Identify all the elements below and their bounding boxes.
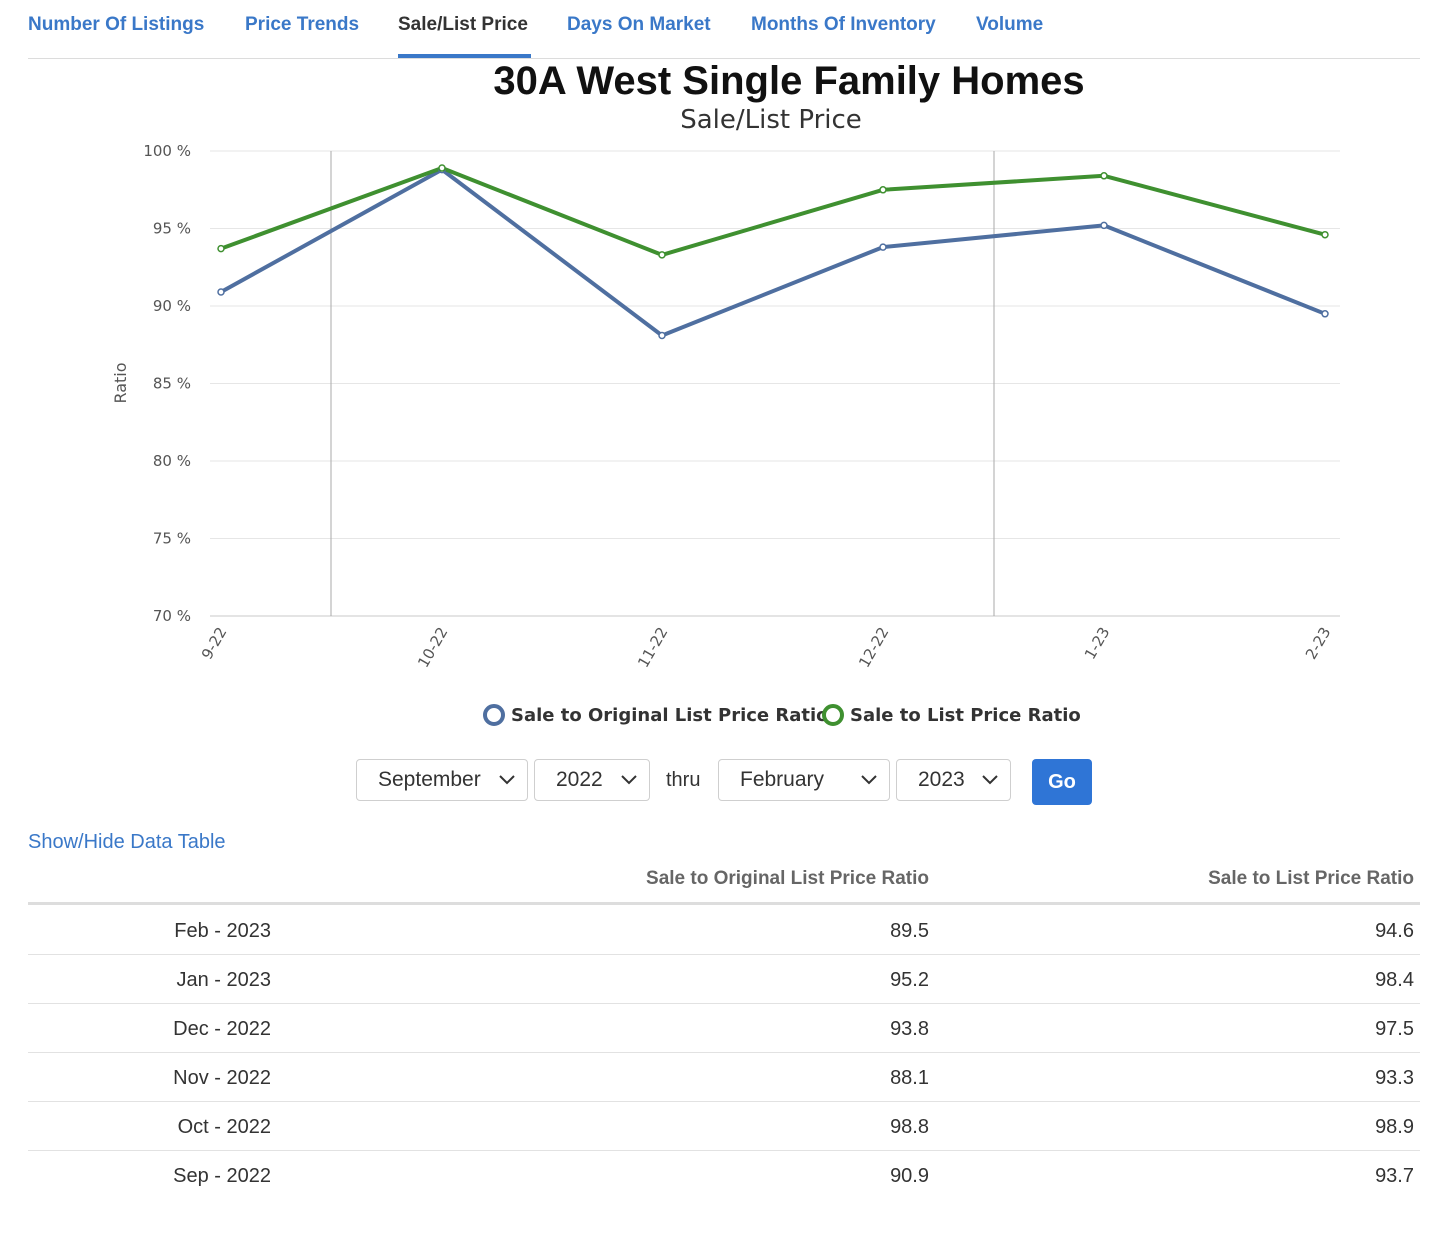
table-row: Nov - 2022 88.1 93.3 [28,1052,1420,1102]
series-line [220,167,1326,338]
data-point[interactable] [879,243,887,251]
sale-list-price-chart: 30A West Single Family Homes Sale/List P… [111,59,1340,726]
x-tick-label: 2-23 [1302,624,1335,662]
list-ratio-cell: 98.4 [1375,969,1414,991]
data-point[interactable] [879,186,887,194]
original-ratio-cell: 95.2 [890,969,929,991]
chevron-down-icon [982,775,998,785]
x-tick-label: 11-22 [634,624,671,671]
period-cell: Nov - 2022 [173,1067,271,1089]
legend-marker [483,704,505,726]
chevron-down-icon [621,775,637,785]
data-point[interactable] [1100,221,1108,230]
from-month-select[interactable]: September [356,759,528,801]
data-point[interactable] [1100,172,1108,180]
x-tick-label: 10-22 [414,624,451,671]
chevron-down-icon [499,775,515,785]
list-ratio-cell: 98.9 [1375,1116,1414,1138]
table-row: Feb - 2023 89.5 94.6 [28,905,1420,955]
period-cell: Sep - 2022 [173,1165,271,1187]
thru-label: thru [666,769,701,791]
tab-days-on-market[interactable]: Days On Market [567,14,711,35]
x-tick-label: 1-23 [1081,624,1114,662]
y-tick-label: 95 % [153,220,191,238]
tab-sale-list-price[interactable]: Sale/List Price [398,14,528,35]
legend-marker [822,704,844,726]
data-point[interactable] [658,331,666,340]
column-header-original-ratio: Sale to Original List Price Ratio [646,868,929,889]
list-ratio-cell: 97.5 [1375,1018,1414,1040]
list-ratio-cell: 94.6 [1375,920,1414,942]
y-tick-label: 85 % [153,375,191,393]
y-tick-label: 90 % [153,297,191,315]
period-cell: Jan - 2023 [176,969,271,991]
table-row: Jan - 2023 95.2 98.4 [28,954,1420,1004]
data-point[interactable] [217,288,225,296]
chart-title: 30A West Single Family Homes [493,59,1084,103]
y-tick-label: 100 % [143,142,191,160]
original-ratio-cell: 88.1 [890,1067,929,1089]
tab-price-trends[interactable]: Price Trends [245,14,360,35]
legend-item[interactable]: Sale to List Price Ratio [850,705,1081,726]
data-point[interactable] [217,244,225,253]
from-year-select[interactable]: 2022 [534,759,650,801]
y-tick-label: 75 % [153,530,191,548]
data-point[interactable] [438,164,446,172]
series-line [220,166,1326,257]
y-tick-label: 80 % [153,452,191,470]
original-ratio-cell: 93.8 [890,1018,929,1040]
original-ratio-cell: 90.9 [890,1165,929,1187]
to-month-value: February [740,768,825,791]
tab-volume[interactable]: Volume [976,14,1044,35]
legend-item[interactable]: Sale to Original List Price Ratio [511,705,829,726]
x-tick-label: 9-22 [198,624,231,662]
from-month-value: September [378,768,481,791]
go-button[interactable]: Go [1032,759,1092,805]
table-row: Sep - 2022 90.9 93.7 [28,1150,1420,1199]
tab-number-of-listings[interactable]: Number Of Listings [28,14,205,35]
data-point[interactable] [1321,310,1329,318]
data-point[interactable] [658,251,666,259]
period-cell: Dec - 2022 [173,1018,271,1040]
chevron-down-icon [861,775,877,785]
data-point[interactable] [1321,230,1329,239]
original-ratio-cell: 98.8 [890,1116,929,1138]
period-cell: Oct - 2022 [177,1116,271,1138]
list-ratio-cell: 93.3 [1375,1067,1414,1089]
chart-subtitle: Sale/List Price [680,105,862,135]
x-tick-label: 12-22 [855,624,892,671]
from-year-value: 2022 [556,768,603,791]
tab-bar: Number Of Listings Price Trends Sale/Lis… [28,0,1420,59]
show-hide-data-table-link[interactable]: Show/Hide Data Table [28,831,226,853]
to-year-value: 2023 [918,768,965,791]
to-year-select[interactable]: 2023 [896,759,1011,801]
y-tick-label: 70 % [153,607,191,625]
original-ratio-cell: 89.5 [890,920,929,942]
to-month-select[interactable]: February [718,759,890,801]
table-row: Oct - 2022 98.8 98.9 [28,1101,1420,1151]
tab-months-of-inventory[interactable]: Months Of Inventory [751,14,936,35]
column-header-list-ratio: Sale to List Price Ratio [1208,868,1414,889]
table-header-divider [28,902,1420,905]
period-cell: Feb - 2023 [174,920,271,942]
active-tab-indicator [398,54,531,58]
list-ratio-cell: 93.7 [1375,1165,1414,1187]
y-axis-label: Ratio [111,362,130,403]
table-row: Dec - 2022 93.8 97.5 [28,1003,1420,1053]
